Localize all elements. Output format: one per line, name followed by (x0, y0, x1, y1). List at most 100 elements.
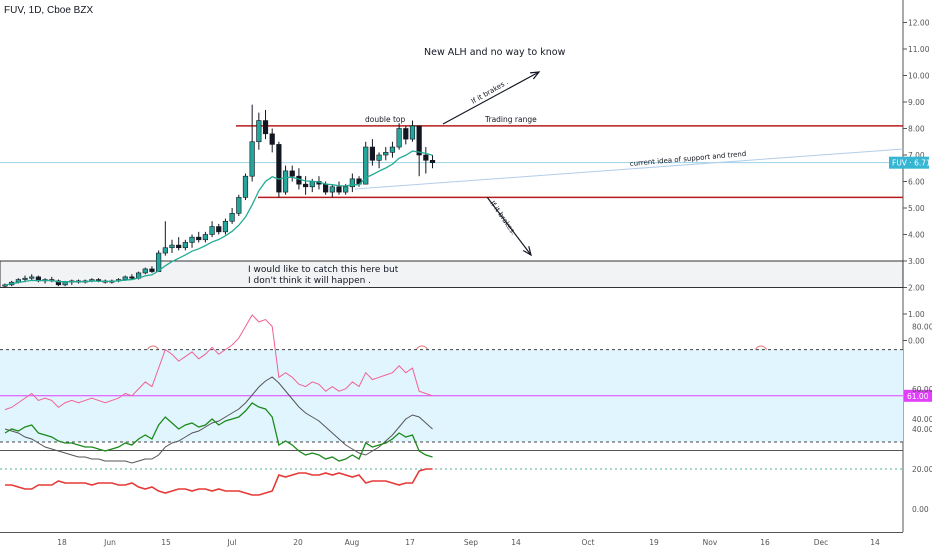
candle-body (363, 146, 369, 185)
price-tick-label: 11.00 (908, 45, 930, 54)
candle-body (343, 186, 349, 193)
time-axis-label: 18 (57, 538, 67, 547)
catch-zone-text: I don't think it will happen . (248, 276, 371, 286)
candle-body (29, 276, 35, 279)
price-tick-label: 2.00 (908, 284, 925, 293)
time-axis-label: 20 (293, 538, 303, 547)
candle-body (176, 244, 182, 249)
candle-body (129, 276, 135, 279)
dmi-tick-label: 40.00 (912, 425, 932, 434)
trading-range-label: Trading range (484, 115, 537, 124)
time-axis-label: Sep (464, 538, 478, 547)
candle-body (182, 242, 188, 249)
price-tick-label: 6.00 (908, 178, 925, 187)
catch-zone-box[interactable] (0, 260, 904, 288)
time-axis-label: Aug (345, 538, 360, 547)
candle-body (236, 197, 242, 214)
candle-body (276, 144, 282, 193)
candle-body (249, 141, 255, 177)
time-axis-label: Dec (814, 538, 829, 547)
price-tick-label: 8.00 (908, 125, 925, 134)
breakdown-arrow[interactable] (486, 196, 532, 256)
support-trend-label: current idea of support and trend (629, 150, 746, 168)
candle-body (302, 183, 309, 188)
candle-body (189, 236, 195, 243)
price-tick-label: 5.00 (908, 204, 925, 213)
candle-body (216, 226, 222, 233)
rsi-value-tag (904, 389, 932, 402)
time-axis-label: 16 (760, 538, 770, 547)
candle-body (202, 234, 209, 241)
candle-body (396, 128, 402, 148)
di-minus-line (5, 468, 433, 496)
candle-body (269, 133, 275, 145)
candle-body (323, 183, 329, 193)
candle-body (289, 170, 295, 177)
candle-body (429, 160, 436, 163)
trend-line[interactable] (354, 148, 904, 190)
candle-body (196, 236, 202, 241)
breakout-up-arrow[interactable] (442, 71, 540, 125)
last-price-tag (889, 156, 929, 169)
candle-body (122, 276, 128, 280)
candle-body (62, 281, 68, 286)
candle-body (376, 154, 382, 161)
candle-body (22, 277, 28, 280)
time-axis-label: Jul (226, 538, 236, 547)
rsi-value-tag-text: 61.00 (907, 392, 929, 401)
candle-body (369, 146, 376, 161)
candle-body (209, 226, 215, 235)
time-axis-label: 15 (161, 538, 171, 547)
price-tick-label: 9.00 (908, 98, 925, 107)
candle-body (162, 247, 168, 254)
candle-body (423, 154, 429, 161)
if-brakes-down-label: If it brakes. (488, 200, 517, 237)
price-tick-label: 7.00 (908, 151, 925, 160)
dmi-tick-label: 20.00 (912, 465, 932, 474)
candle-body (349, 178, 355, 188)
price-tick-label: 1.00 (908, 310, 925, 319)
breakdown-arrow-head (522, 246, 532, 257)
candle-body (282, 170, 289, 193)
headline-annotation: New ALH and no way to know (424, 47, 566, 58)
price-tick-label: 4.00 (908, 231, 925, 240)
price-tick-label: 0.00 (908, 337, 925, 346)
candle-body (416, 125, 422, 156)
ema-line (4, 150, 433, 286)
double-top-label: double top (365, 115, 405, 124)
time-axis-label: 14 (870, 538, 880, 547)
candle-body (256, 120, 262, 143)
candle-body (383, 152, 389, 156)
dmi-tick-label: 0.00 (912, 505, 929, 514)
price-tick-label: 12.00 (908, 19, 930, 28)
candle-body (242, 175, 249, 198)
candle-body (262, 120, 269, 135)
candle-body (156, 252, 162, 272)
candle-body (229, 213, 235, 222)
candle-body (389, 146, 396, 153)
time-axis-label: 17 (405, 538, 415, 547)
rsi-tick-label: 40.00 (912, 415, 932, 424)
candle-body (55, 280, 62, 286)
if-brakes-up-label: If it brakes . (470, 78, 510, 106)
price-tick-label: 10.00 (908, 72, 930, 81)
time-axis-label: Nov (703, 538, 718, 547)
time-axis-label: 14 (511, 538, 521, 547)
candle-body (142, 268, 148, 274)
rsi-tick-label: 80.00 (912, 323, 932, 332)
breakout-up-arrow-head (529, 71, 541, 80)
candle-body (222, 220, 229, 233)
catch-zone-text: I would like to catch this here but (248, 265, 399, 275)
symbol-title[interactable]: FUV, 1D, Cboe BZX (4, 5, 94, 16)
candle-body (403, 128, 409, 140)
time-axis-label: 19 (649, 538, 659, 547)
candle-body (309, 181, 315, 188)
time-axis-label: Jun (103, 538, 116, 547)
candle-body (169, 244, 175, 249)
candle-body (149, 268, 155, 272)
dmi-tick-label: 60.00 (912, 385, 932, 394)
candle-body (336, 186, 342, 193)
last-price-tag-text: FUV · 6.71 (892, 159, 931, 168)
time-axis-label: Oct (582, 538, 595, 547)
